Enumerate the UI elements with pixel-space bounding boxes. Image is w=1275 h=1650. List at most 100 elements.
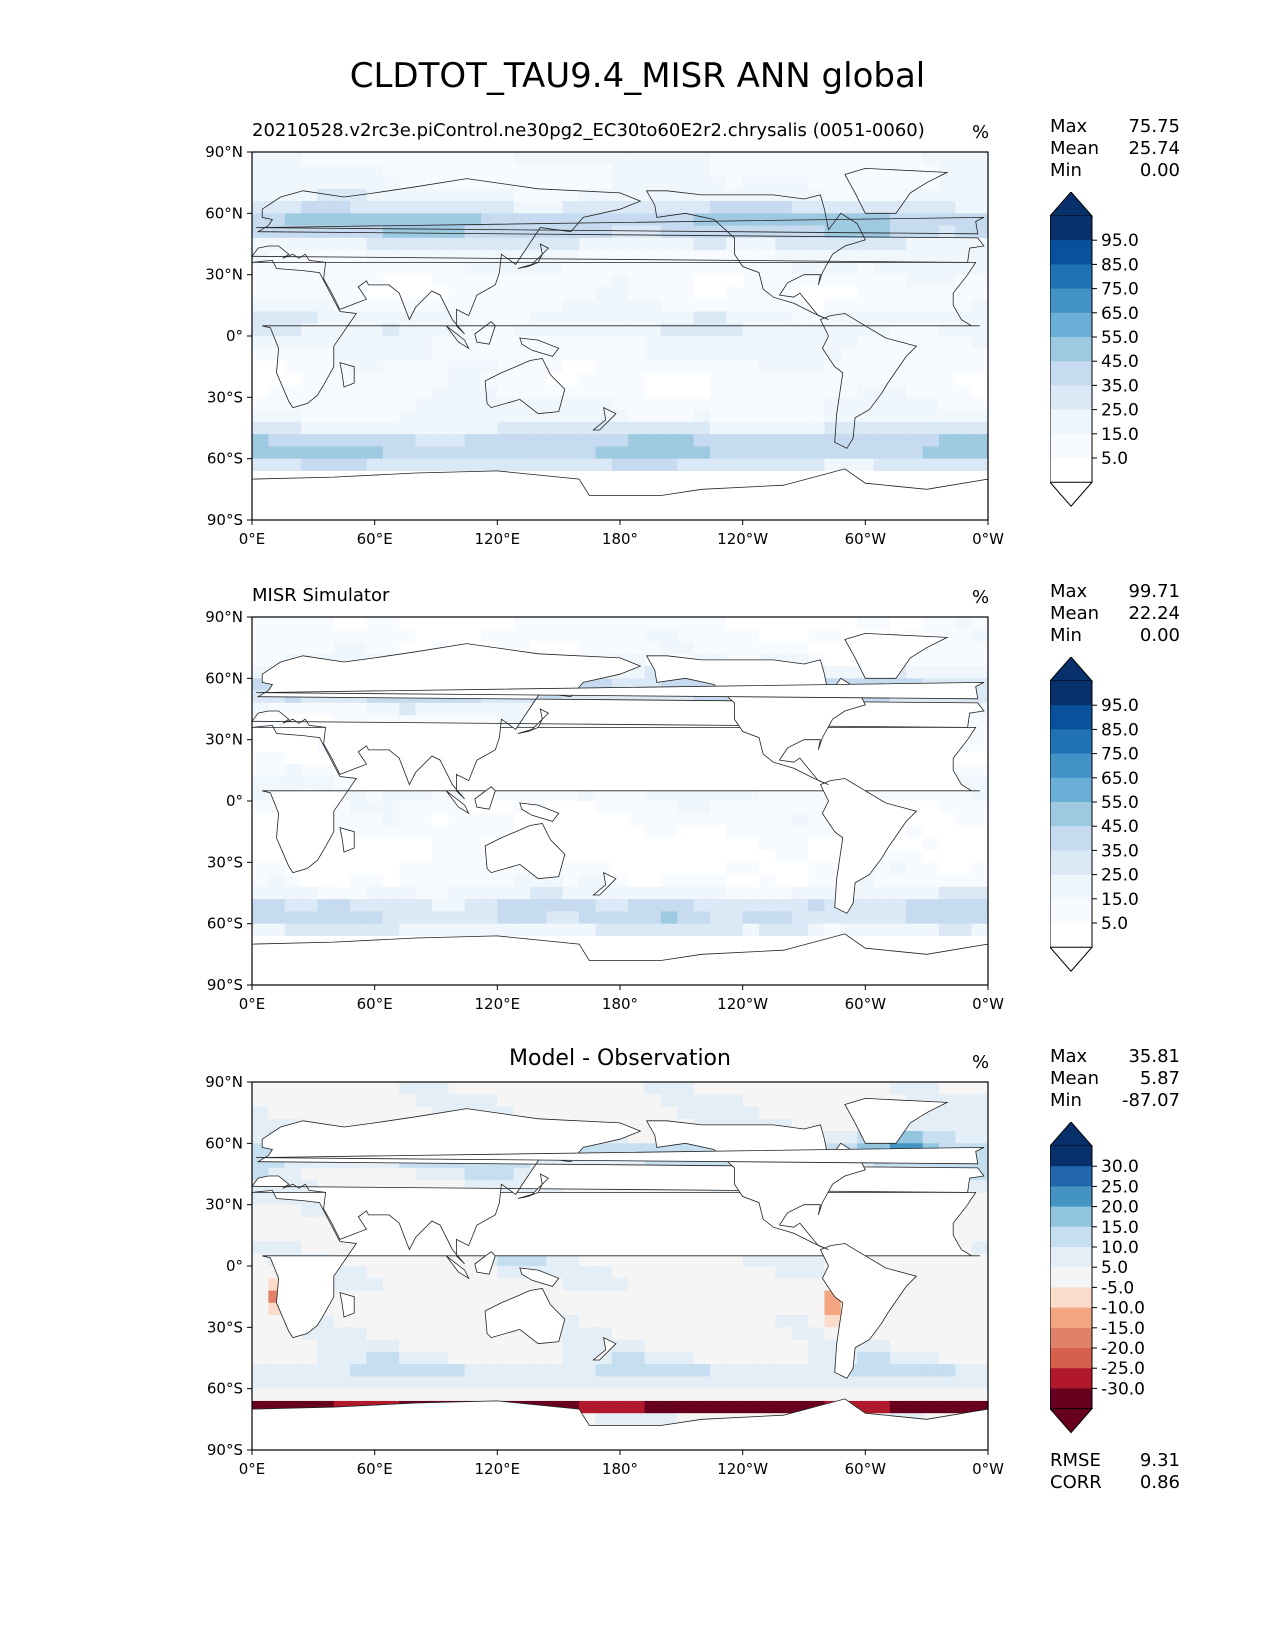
field-cell: [644, 1351, 662, 1365]
field-cell: [415, 470, 433, 484]
field-cell: [562, 886, 580, 900]
colorbar: 30.025.020.015.010.05.0-5.0-10.0-15.0-20…: [1050, 1122, 1145, 1434]
field-cell: [660, 1106, 678, 1120]
field-cell: [562, 483, 580, 497]
field-cell: [628, 360, 646, 374]
field-cell: [938, 1253, 956, 1267]
field-cell: [677, 1351, 695, 1365]
field-cell: [513, 507, 531, 521]
x-tick-label: 120°W: [717, 995, 768, 1013]
field-cell: [252, 886, 269, 900]
field-cell: [971, 336, 989, 349]
field-cell: [857, 336, 875, 349]
field-cell: [448, 213, 466, 227]
coastline: [844, 167, 949, 214]
field-cell: [922, 666, 940, 679]
field-cell: [252, 653, 269, 667]
field-cell: [775, 483, 793, 497]
field-cell: [480, 188, 498, 202]
colorbar-extend-top: [1050, 1122, 1094, 1147]
field-cell: [350, 617, 368, 630]
field-cell: [726, 250, 744, 263]
y-tick-label: 90°S: [207, 511, 243, 529]
field-cell: [431, 813, 449, 827]
field-cell: [595, 1302, 613, 1316]
field-cell: [579, 1266, 597, 1279]
field-cell: [350, 323, 368, 337]
y-tick-label: 30°N: [205, 731, 243, 749]
field-cell: [840, 348, 858, 362]
field-cell: [382, 1376, 400, 1390]
field-cell: [644, 923, 662, 937]
colorbar-tick-label: 75.0: [1101, 280, 1139, 300]
field-cell: [971, 372, 989, 386]
field-cell: [955, 1253, 973, 1267]
field-cell: [791, 1302, 809, 1316]
colorbar-tick-label: 15.0: [1101, 1218, 1139, 1238]
field-cell: [726, 1376, 744, 1390]
field-cell: [677, 1290, 695, 1304]
field-cell: [284, 641, 302, 655]
field-cell: [366, 1167, 384, 1181]
colorbar-band: [1050, 1186, 1092, 1208]
field-cell: [628, 862, 646, 876]
field-cell: [726, 935, 744, 949]
field-cell: [252, 311, 269, 325]
field-cell: [252, 1106, 269, 1120]
field-cell: [791, 250, 809, 263]
colorbar-band: [1050, 874, 1092, 900]
field-cell: [546, 360, 564, 374]
field-cell: [513, 164, 531, 178]
field-cell: [562, 862, 580, 876]
y-tick-label: 30°S: [207, 388, 243, 406]
field-cell: [530, 152, 547, 165]
field-cell: [252, 776, 269, 790]
field-cell: [808, 152, 826, 165]
field-cell: [301, 434, 319, 447]
field-cell: [955, 935, 973, 949]
field-cell: [562, 470, 580, 484]
field-cell: [840, 250, 858, 263]
field-cell: [824, 237, 842, 251]
field-cell: [693, 825, 711, 839]
field-cell: [464, 385, 482, 398]
field-cell: [399, 409, 417, 423]
field-cell: [971, 250, 989, 263]
field-cell: [628, 250, 646, 263]
field-cell: [693, 1339, 711, 1353]
field-cell: [808, 874, 826, 888]
field-cell: [333, 1094, 351, 1108]
colorbar-band: [1050, 1368, 1092, 1389]
field-cell: [791, 421, 809, 435]
field-cell: [366, 348, 384, 362]
field-cell: [791, 237, 809, 251]
field-cell: [775, 1106, 793, 1120]
field-cell: [628, 899, 646, 912]
field-cell: [415, 250, 433, 263]
field-cell: [938, 446, 956, 460]
field-cell: [252, 923, 269, 937]
field-cell: [333, 507, 351, 521]
field-cell: [971, 1082, 989, 1095]
field-cell: [808, 629, 826, 643]
field-cell: [709, 237, 727, 251]
field-cell: [268, 764, 286, 778]
field-cell: [889, 1315, 907, 1328]
field-cell: [415, 336, 433, 349]
field-cell: [513, 348, 531, 362]
field-cell: [938, 1131, 956, 1144]
field-cell: [513, 446, 531, 460]
metric-label: CORR: [1050, 1472, 1102, 1493]
field-cell: [742, 336, 760, 349]
field-cell: [579, 250, 597, 263]
field-cell: [677, 923, 695, 937]
field-cell: [808, 813, 826, 827]
coastline: [339, 1292, 355, 1318]
field-cell: [873, 336, 891, 349]
field-cell: [431, 152, 449, 165]
field-cell: [938, 1106, 956, 1120]
colorbar-tick-label: -30.0: [1101, 1379, 1145, 1399]
field-cell: [497, 1082, 515, 1095]
field-cell: [873, 176, 891, 190]
field-cell: [611, 825, 629, 839]
